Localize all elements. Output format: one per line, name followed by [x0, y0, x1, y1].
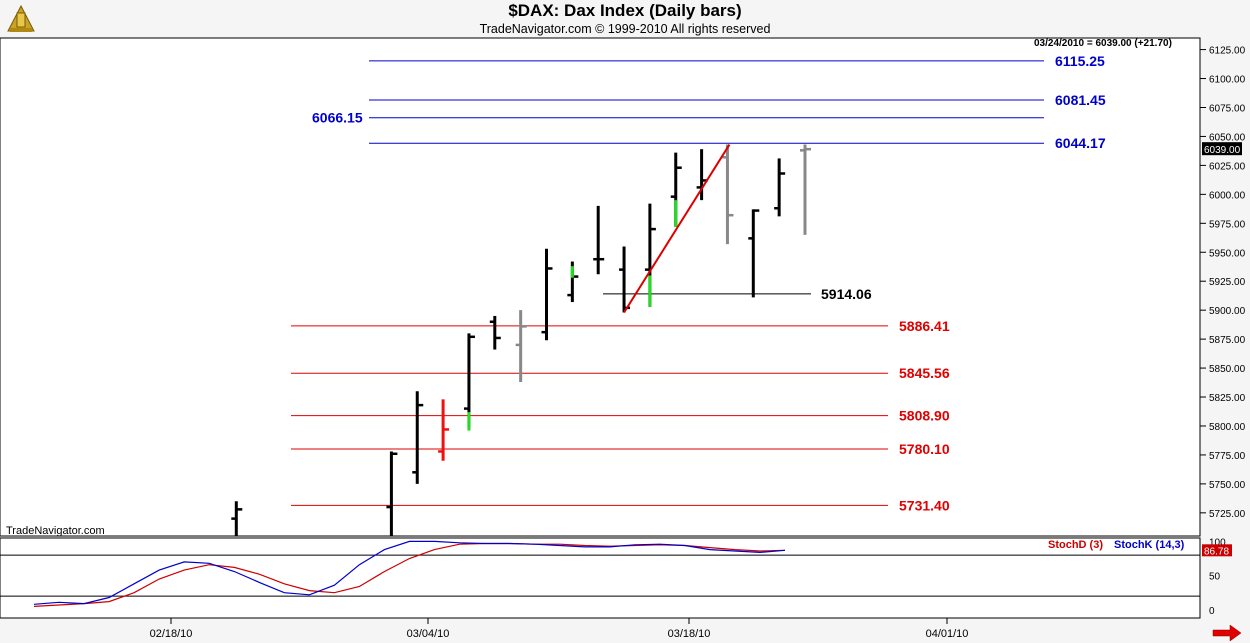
stochastic-lines: 100 50 0 86.78	[0, 537, 1232, 617]
y-tick-label: 5975.00	[1209, 219, 1246, 230]
y-tick-label: 5825.00	[1209, 393, 1246, 404]
y-tick-label: 6125.00	[1209, 46, 1246, 57]
x-tick-label: 02/18/10	[150, 628, 193, 640]
legend-stochk: StochK (14,3)	[1114, 539, 1185, 551]
chart-title: $DAX: Dax Index (Daily bars)	[508, 1, 742, 20]
stoch-last-value-box	[1202, 544, 1232, 557]
y-tick-label: 6025.00	[1209, 161, 1246, 172]
last-price-label: 6039.00	[1204, 145, 1241, 156]
red-level-label: 5886.41	[899, 318, 950, 334]
chart-header	[0, 0, 1200, 38]
legend-stochd: StochD (3)	[1048, 539, 1103, 551]
red-level-label: 5780.10	[899, 441, 950, 457]
price-axis: 5725.00 5750.00 5775.00 5800.00 5825.00 5850.…	[1200, 46, 1246, 520]
stochk-line	[33, 540, 786, 605]
watermark-text: TradeNavigator.com	[6, 525, 105, 537]
stoch-y-tick-label: 100	[1209, 537, 1226, 548]
y-tick-label: 6100.00	[1209, 75, 1246, 86]
y-tick-label: 5725.00	[1209, 509, 1246, 520]
y-tick-label: 6075.00	[1209, 103, 1246, 114]
last-price-box	[1202, 142, 1242, 156]
y-tick-label: 6000.00	[1209, 190, 1246, 201]
red-level-label: 5731.40	[899, 497, 950, 513]
red-level-label: 5845.56	[899, 365, 950, 381]
price-panel	[0, 37, 1201, 537]
y-tick-label: 5850.00	[1209, 364, 1246, 375]
y-tick-label: 5750.00	[1209, 480, 1246, 491]
stoch-y-tick-label: 0	[1209, 606, 1215, 617]
y-tick-label: 5925.00	[1209, 277, 1246, 288]
y-tick-label: 5950.00	[1209, 248, 1246, 259]
stoch-last-value-label: 86.78	[1204, 546, 1229, 557]
x-tick-label: 03/18/10	[668, 628, 711, 640]
price-levels: 6115.25 6081.45 6066.15 6044.17 5886.41 5845.…	[291, 53, 1106, 513]
y-tick-label: 5900.00	[1209, 306, 1246, 317]
red-level-label: 5808.90	[899, 408, 950, 424]
stoch-y-tick-label: 50	[1209, 572, 1221, 583]
trade-navigator-logo	[7, 4, 35, 32]
date-axis: 02/18/10 03/04/10 03/18/10 04/01/10	[150, 618, 969, 640]
blue-level-label: 6066.15	[312, 110, 363, 126]
y-tick-label: 5875.00	[1209, 335, 1246, 346]
y-tick-label: 5775.00	[1209, 451, 1246, 462]
blue-level-label: 6044.17	[1055, 135, 1106, 151]
chart-subtitle: TradeNavigator.com © 1999-2010 All right…	[479, 22, 771, 36]
blue-level-label: 6115.25	[1055, 53, 1105, 69]
blue-level-label: 6081.45	[1055, 92, 1106, 108]
x-tick-label: 04/01/10	[926, 628, 969, 640]
x-tick-label: 03/04/10	[407, 628, 450, 640]
trend-line	[623, 144, 731, 314]
price-bars	[231, 144, 811, 536]
stochastic-panel	[0, 537, 1201, 619]
price-readout: 03/24/2010 = 6039.00 (+21.70)	[1034, 38, 1172, 49]
black-level-label: 5914.06	[821, 286, 872, 302]
scroll-right-arrow-icon[interactable]	[1212, 624, 1242, 642]
y-tick-label: 5800.00	[1209, 422, 1246, 433]
y-tick-label: 6050.00	[1209, 132, 1246, 143]
